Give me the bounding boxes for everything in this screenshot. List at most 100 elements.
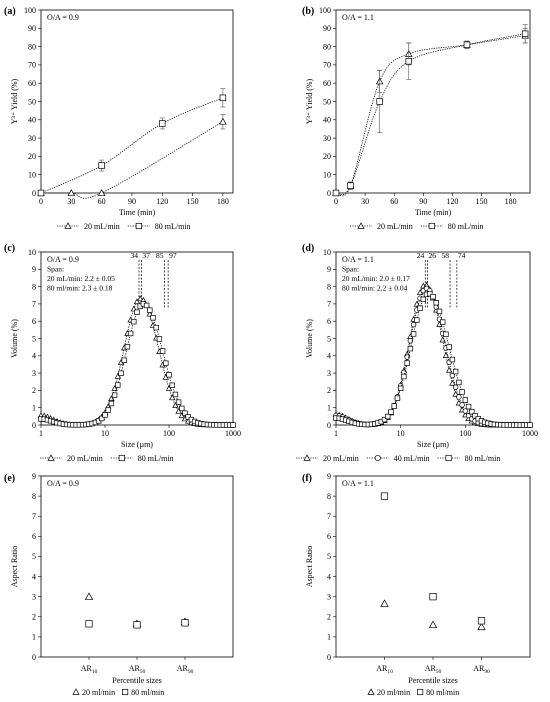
x-tick-label: 1000 bbox=[522, 429, 538, 438]
square-marker bbox=[102, 412, 108, 418]
percentile-label: 97 bbox=[169, 251, 177, 260]
triangle-marker bbox=[111, 385, 118, 391]
x-tick-label: 60 bbox=[390, 197, 398, 206]
square-marker bbox=[105, 407, 111, 413]
x-tick-label: 0 bbox=[39, 197, 43, 206]
panel-e: (e) 0 1 2 3 4 5 6 7 8 9 AR10 AR50 AR90 Percentile size… bbox=[4, 472, 234, 697]
percentile-label: 34 bbox=[131, 251, 139, 260]
series-square bbox=[332, 24, 529, 197]
square-marker bbox=[440, 319, 446, 325]
triangle-legend-marker bbox=[367, 688, 375, 695]
series-square bbox=[37, 88, 227, 197]
square-marker bbox=[121, 357, 127, 363]
series-square bbox=[38, 301, 236, 428]
series-line bbox=[335, 293, 531, 426]
square-marker bbox=[118, 370, 124, 376]
square-marker bbox=[381, 416, 388, 423]
x-tick-label: 120 bbox=[156, 197, 168, 206]
y-tick-label: 2 bbox=[327, 613, 331, 622]
span-annotation: Span: bbox=[47, 265, 64, 274]
y-tick-label: 1 bbox=[32, 633, 36, 642]
square-marker bbox=[452, 368, 459, 375]
series-line bbox=[335, 35, 526, 197]
x-tick-label: 150 bbox=[476, 197, 488, 206]
x-tick-label: 0 bbox=[334, 197, 338, 206]
percentile-label: 74 bbox=[458, 251, 466, 260]
x-tick-label: 100 bbox=[459, 429, 471, 438]
y-tick-label: 3 bbox=[327, 369, 331, 378]
triangle-marker bbox=[172, 401, 179, 408]
series-triangle bbox=[332, 281, 534, 428]
x-tick-label: 120 bbox=[446, 197, 458, 206]
series-line bbox=[40, 97, 224, 194]
triangle-marker bbox=[380, 599, 389, 607]
square-marker bbox=[401, 373, 407, 380]
y-tick-label: 3 bbox=[327, 592, 331, 601]
y-tick-label: 80 bbox=[323, 42, 331, 51]
y-tick-label: 1 bbox=[327, 404, 331, 413]
percentile-label: 37 bbox=[142, 251, 150, 260]
legend-entry: 20 mL/min bbox=[67, 454, 103, 463]
panel-label: (a) bbox=[4, 6, 16, 17]
span-annotation: 80 ml/min: 2.3 ± 0.18 bbox=[47, 284, 113, 293]
circle-marker bbox=[407, 338, 414, 344]
x-axis-title: Percentile sizes bbox=[408, 676, 458, 685]
legend-symbol bbox=[420, 222, 443, 230]
y-tick-label: 20 bbox=[28, 152, 36, 161]
square-marker bbox=[108, 400, 115, 407]
triangle-legend-marker bbox=[64, 222, 72, 229]
square-marker bbox=[166, 372, 172, 378]
y-tick-label: 30 bbox=[28, 134, 36, 143]
legend: 20 ml/min 80 ml/min bbox=[367, 688, 459, 697]
y-tick-label: 60 bbox=[323, 79, 331, 88]
square-marker bbox=[380, 492, 389, 500]
square-marker bbox=[405, 58, 412, 65]
triangle-marker bbox=[137, 295, 144, 302]
square-marker bbox=[181, 619, 189, 627]
y-tick-label: 2 bbox=[32, 613, 36, 622]
x-tick-label: 90 bbox=[419, 197, 427, 206]
square-marker bbox=[463, 41, 471, 48]
legend-symbol bbox=[437, 454, 460, 462]
triangle-marker bbox=[97, 189, 106, 196]
square-marker bbox=[127, 330, 134, 337]
triangle-marker bbox=[219, 117, 227, 125]
y-tick-label: 7 bbox=[32, 512, 36, 521]
series-square bbox=[333, 291, 533, 428]
x-tick-label: 180 bbox=[505, 197, 517, 206]
x-tick-label: AR90 bbox=[177, 664, 194, 675]
series-circle bbox=[333, 285, 533, 428]
triangle-marker bbox=[114, 373, 121, 379]
y-tick-label: 0 bbox=[327, 189, 331, 198]
y-tick-label: 8 bbox=[32, 492, 36, 501]
y-tick-label: 50 bbox=[28, 97, 36, 106]
y-tick-label: 80 bbox=[28, 42, 36, 51]
triangle-marker bbox=[439, 336, 446, 343]
x-tick-label: 10 bbox=[101, 429, 109, 438]
y-tick-label: 5 bbox=[32, 552, 36, 561]
series-line bbox=[40, 303, 234, 426]
legend-symbol bbox=[57, 222, 79, 229]
y-tick-label: 60 bbox=[28, 79, 36, 88]
square-marker bbox=[85, 620, 93, 628]
circle-marker bbox=[452, 384, 459, 390]
y-tick-label: 0 bbox=[327, 653, 331, 662]
square-marker bbox=[477, 617, 486, 625]
y-tick-label: 0 bbox=[32, 421, 36, 430]
square-marker bbox=[462, 397, 469, 403]
y-tick-label: 3 bbox=[32, 369, 36, 378]
y-tick-label: 90 bbox=[323, 24, 331, 33]
y-tick-label: 7 bbox=[327, 512, 331, 521]
x-tick-label: 1 bbox=[39, 429, 43, 438]
series-triangle bbox=[37, 114, 227, 199]
x-axis-title: Size (µm) bbox=[417, 440, 449, 449]
y-tick-label: 0 bbox=[327, 421, 331, 430]
span-annotation: 20 mL/min: 2.2 ± 0.05 bbox=[47, 274, 115, 283]
square-marker bbox=[159, 348, 166, 354]
square-marker bbox=[407, 345, 414, 352]
square-marker bbox=[147, 307, 153, 313]
triangle-marker bbox=[449, 379, 456, 386]
square-marker bbox=[159, 120, 166, 127]
panel-label: (d) bbox=[302, 243, 314, 254]
